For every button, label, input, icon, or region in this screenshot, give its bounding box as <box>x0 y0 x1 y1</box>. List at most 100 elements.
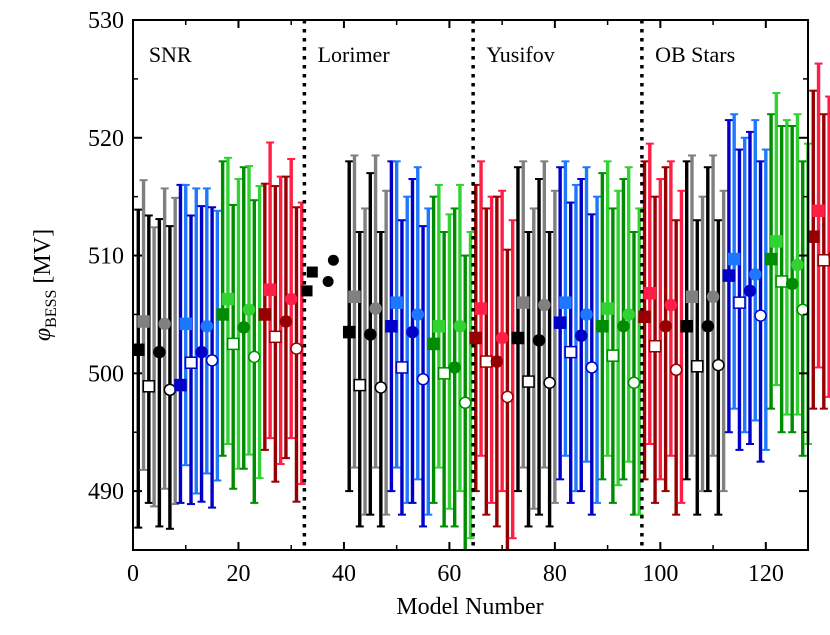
region-labels-layer: SNR Lorimer Yusifov OB Stars <box>149 42 735 67</box>
data-point-square <box>385 319 398 333</box>
data-point-square <box>312 316 324 328</box>
data-point-circle <box>627 376 641 390</box>
data-point-square <box>733 296 746 309</box>
plot-frame <box>132 19 809 551</box>
x-tick-label: 0 <box>127 561 139 587</box>
data-point-square <box>142 380 156 393</box>
data-point-square <box>559 296 572 309</box>
y-axis-title: φBESS [MV] <box>30 229 60 341</box>
data-point-circle <box>754 309 767 322</box>
data-point-square <box>596 319 609 333</box>
data-point-square <box>685 290 699 304</box>
data-point-circle <box>785 277 799 291</box>
data-point-square <box>269 330 282 344</box>
data-point-square <box>812 204 825 218</box>
data-point-circle <box>622 308 635 321</box>
data-point-circle <box>791 258 804 272</box>
x-tick-label: 40 <box>332 561 356 587</box>
data-point-circle <box>495 331 509 345</box>
x-tick-label: 100 <box>642 561 678 587</box>
y-axis-subscript: BESS <box>43 290 60 328</box>
data-point-circle <box>369 302 382 315</box>
data-point-square <box>306 266 318 278</box>
x-tick-label: 80 <box>543 561 567 587</box>
y-tick-label: 520 <box>88 126 124 152</box>
data-point-square <box>474 302 488 315</box>
data-point-square <box>511 331 525 345</box>
data-point-circle <box>580 308 593 321</box>
data-point-square <box>807 230 820 243</box>
data-point-square <box>648 339 662 353</box>
data-point-circle <box>749 268 762 281</box>
data-point-square <box>522 375 535 388</box>
data-point-square <box>638 310 651 324</box>
data-point-square <box>480 355 493 368</box>
data-point-circle <box>200 319 214 333</box>
x-tick-label: 120 <box>748 561 784 587</box>
data-point-square <box>817 254 830 267</box>
data-point-square <box>564 345 577 359</box>
dividers-layer <box>302 20 644 550</box>
data-point-square <box>722 269 736 282</box>
data-point-circle <box>743 284 757 298</box>
data-point-circle <box>669 363 683 377</box>
data-point-circle <box>364 328 377 341</box>
data-point-square <box>516 296 530 309</box>
data-point-square <box>606 349 620 362</box>
data-point-circle <box>374 381 388 394</box>
data-point-circle <box>237 321 250 334</box>
data-point-square <box>395 361 409 374</box>
data-point-circle <box>585 361 599 374</box>
data-point-square <box>226 337 240 351</box>
data-point-circle <box>411 308 425 321</box>
y-tick-label: 500 <box>88 361 124 387</box>
data-point-square <box>469 331 483 345</box>
data-point-circle <box>490 355 504 368</box>
data-point-square <box>263 283 277 296</box>
data-point-circle <box>242 303 256 316</box>
data-point-circle <box>153 345 166 359</box>
data-point-square <box>553 316 567 329</box>
data-point-circle <box>406 325 419 339</box>
data-point-circle <box>659 319 672 333</box>
data-point-square <box>643 286 657 300</box>
data-point-square <box>727 252 741 266</box>
x-tick-label: 20 <box>226 561 250 587</box>
region-label: Lorimer <box>318 42 391 67</box>
data-point-square <box>258 308 272 321</box>
data-point-square <box>390 296 403 309</box>
data-point-square <box>216 308 229 321</box>
data-point-square <box>691 360 704 373</box>
data-point-circle <box>532 334 546 347</box>
y-tick-label: 530 <box>88 8 124 34</box>
data-point-circle <box>458 396 472 410</box>
data-point-square <box>353 378 367 392</box>
region-label: Yusifov <box>486 42 554 67</box>
data-point-square <box>437 367 451 380</box>
data-point-circle <box>322 275 334 287</box>
data-point-circle <box>796 303 809 316</box>
data-point-circle <box>448 361 461 374</box>
data-point-circle <box>617 319 630 333</box>
data-point-circle <box>416 372 430 386</box>
data-point-square <box>432 319 446 333</box>
data-point-circle <box>327 254 339 266</box>
data-point-square <box>174 378 187 392</box>
data-point-square <box>184 356 198 369</box>
data-point-circle <box>453 319 467 333</box>
data-point-circle <box>290 342 303 355</box>
data-point-circle <box>538 298 551 312</box>
data-point-circle <box>501 390 514 404</box>
data-point-circle <box>574 329 588 342</box>
region-label: OB Stars <box>655 42 735 67</box>
data-point-square <box>427 337 440 351</box>
data-point-square <box>137 315 150 328</box>
data-point-circle <box>163 383 177 397</box>
data-point-circle <box>664 298 678 312</box>
markers-layer <box>132 204 830 410</box>
data-point-square <box>764 252 778 266</box>
data-point-circle <box>701 319 715 333</box>
data-point-circle <box>205 354 219 367</box>
data-point-square <box>179 317 192 331</box>
